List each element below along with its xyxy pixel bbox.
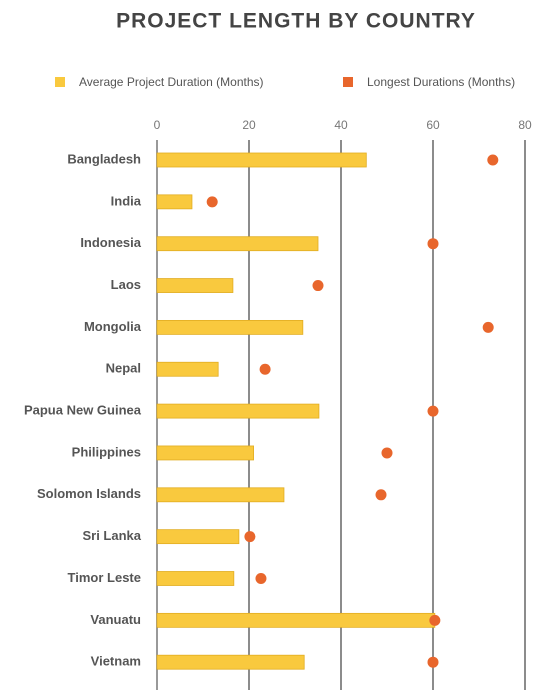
x-tick-label: 0 bbox=[154, 118, 161, 132]
dot bbox=[427, 238, 439, 250]
x-tick-label: 20 bbox=[242, 118, 256, 132]
y-tick-label: Philippines bbox=[72, 444, 141, 459]
legend-swatch bbox=[343, 77, 353, 87]
bar bbox=[156, 194, 193, 210]
dot bbox=[487, 154, 499, 166]
y-tick-label: Papua New Guinea bbox=[24, 403, 142, 418]
legend-label: Average Project Duration (Months) bbox=[79, 75, 264, 89]
dot bbox=[381, 447, 393, 459]
legend-label: Longest Durations (Months) bbox=[367, 75, 515, 89]
bar bbox=[156, 445, 254, 461]
bar bbox=[156, 278, 234, 293]
legend-swatch bbox=[55, 77, 65, 87]
bar bbox=[156, 612, 436, 628]
dot bbox=[427, 405, 439, 417]
bar bbox=[156, 571, 235, 586]
dot bbox=[312, 280, 324, 292]
bar bbox=[156, 403, 320, 419]
y-tick-label: Vietnam bbox=[91, 654, 141, 669]
y-tick-label: Laos bbox=[111, 277, 141, 292]
y-tick-label: Vanuatu bbox=[90, 612, 141, 627]
x-tick-label: 80 bbox=[518, 118, 532, 132]
y-tick-label: Nepal bbox=[106, 361, 141, 376]
bar bbox=[156, 361, 219, 377]
dot bbox=[429, 614, 441, 626]
x-tick-label: 40 bbox=[334, 118, 348, 132]
bar bbox=[156, 236, 319, 252]
dot bbox=[255, 573, 267, 584]
dot bbox=[427, 656, 439, 668]
chart-title: PROJECT LENGTH BY COUNTRY bbox=[116, 10, 476, 33]
bar bbox=[156, 529, 240, 545]
bar bbox=[156, 152, 367, 168]
y-tick-label: Solomon Islands bbox=[37, 486, 141, 501]
dot bbox=[206, 196, 218, 208]
bar bbox=[156, 654, 305, 670]
bar bbox=[156, 319, 304, 335]
x-tick-label: 60 bbox=[426, 118, 440, 132]
y-tick-label: Timor Leste bbox=[68, 570, 141, 585]
y-tick-label: Indonesia bbox=[80, 235, 141, 250]
dot bbox=[259, 363, 271, 375]
dot bbox=[244, 531, 256, 543]
bar bbox=[156, 487, 285, 503]
y-tick-label: Sri Lanka bbox=[82, 528, 141, 543]
y-tick-label: Bangladesh bbox=[67, 151, 141, 166]
dot bbox=[482, 321, 494, 333]
y-tick-label: India bbox=[111, 193, 142, 208]
dot bbox=[375, 489, 387, 501]
y-tick-label: Mongolia bbox=[84, 319, 142, 334]
